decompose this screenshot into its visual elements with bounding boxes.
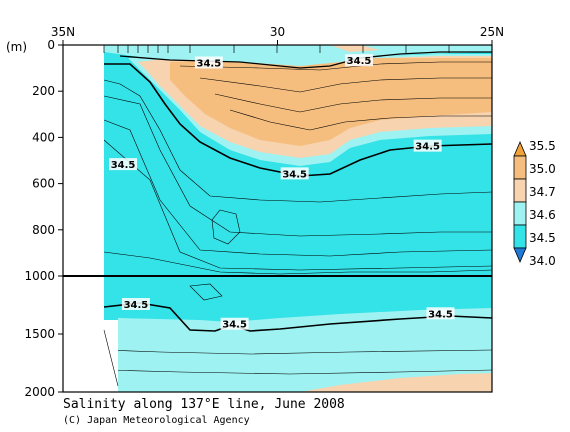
contour-label: 34.5 [111, 160, 136, 171]
station-ticks [103, 45, 450, 53]
legend-level-label: 34.6 [529, 208, 556, 222]
y-tick-label: 2000 [24, 385, 55, 399]
legend-swatch [513, 155, 527, 180]
y-tick-label: 200 [32, 84, 55, 98]
contour-label-halo [280, 167, 309, 180]
legend-level-label: 34.5 [529, 231, 556, 245]
contour-label-halo [426, 307, 455, 320]
no-data-mask-lower [104, 320, 118, 392]
contour-label: 34.5 [347, 56, 372, 67]
legend-swatch [513, 247, 527, 264]
contour-label: 34.5 [428, 309, 453, 320]
contour-label-halo [109, 158, 138, 171]
x-tick-label: 25N [480, 25, 504, 39]
contour-label-halo [345, 54, 374, 67]
chart-title: Salinity along 137°E line, June 2008 [63, 397, 345, 412]
y-tick-label: 1500 [24, 327, 55, 341]
band-35.0-35.5-upper [170, 58, 492, 146]
band-34.6-34.7-lower-deep [118, 308, 492, 392]
plot-area [63, 45, 492, 392]
contour-label: 34.5 [197, 58, 222, 69]
left-axis: 0 200 400 600 800 1000 1500 2000 [24, 38, 63, 399]
contour-label-halo [220, 317, 249, 330]
y-tick-label: 800 [32, 223, 55, 237]
y-tick-label: 600 [32, 177, 55, 191]
chart-credit: (C) Japan Meteorological Agency [63, 415, 250, 426]
contour-label-halo [194, 56, 223, 69]
legend-level-label: 35.0 [529, 162, 556, 176]
legend-level-label: 34.0 [529, 254, 556, 268]
thin-contours [103, 61, 492, 375]
legend-swatch [513, 178, 527, 203]
contour-labels: 34.5 34.5 34.5 34.5 34.5 34.5 34.5 34.5 [109, 54, 455, 331]
legend-swatch [513, 224, 527, 249]
top-axis: 35N 30 25N [51, 25, 504, 45]
band-34.7-35.0-surface [330, 45, 380, 52]
y-tick-label: 0 [47, 38, 55, 52]
y-tick-label: 400 [32, 130, 55, 144]
legend-level-label: 35.5 [529, 139, 556, 153]
x-tick-label: 35N [51, 25, 75, 39]
x-tick-label: 30 [270, 25, 285, 39]
contour-label-halo [413, 139, 442, 152]
y-tick-label: 1000 [24, 269, 55, 283]
band-34.7-35.0-deep [300, 373, 492, 392]
contour-label: 34.5 [124, 300, 149, 311]
color-legend: 35.5 35.0 34.7 34.6 34.5 34.0 [513, 139, 556, 268]
y-axis-unit: (m) [6, 40, 27, 54]
contour-label: 34.5 [222, 320, 247, 331]
bottom-slope-line [103, 329, 119, 387]
contour-label-halo [121, 298, 150, 310]
contour-34.5-upper [104, 63, 492, 177]
contour-label: 34.5 [282, 169, 307, 180]
legend-swatch [513, 201, 527, 226]
contour-label: 34.5 [415, 142, 440, 153]
no-data-mask-upper [63, 45, 104, 392]
contour-34.5-surface [119, 51, 492, 69]
legend-swatch [513, 140, 527, 157]
legend-level-label: 34.7 [529, 185, 556, 199]
